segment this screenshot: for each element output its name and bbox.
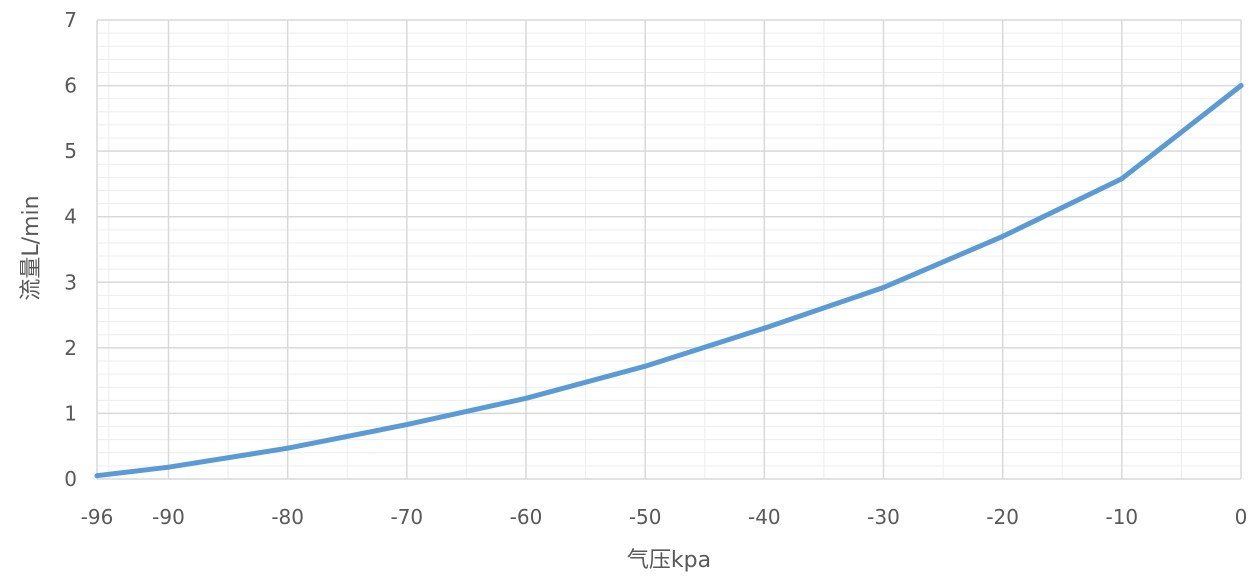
data-point [1000,233,1006,239]
data-point [1119,176,1125,182]
x-tick-label: -80 [271,505,304,529]
data-point [1238,83,1244,89]
x-tick-label: -96 [81,505,114,529]
x-axis-title: 气压kpa [627,548,711,573]
x-tick-label: -40 [748,505,781,529]
y-tick-label: 1 [64,401,77,425]
minor-gridlines [97,20,1241,479]
data-point [404,422,410,428]
y-tick-label: 7 [64,8,77,32]
x-tick-label: -60 [510,505,543,529]
y-tick-label: 3 [64,270,77,294]
y-tick-label: 6 [64,74,77,98]
y-tick-label: 0 [64,467,77,491]
x-tick-label: -10 [1105,505,1138,529]
data-point [94,473,100,479]
x-tick-label: -90 [152,505,185,529]
x-tick-label: -50 [629,505,662,529]
data-point [285,445,291,451]
y-tick-label: 4 [64,205,77,229]
data-point [166,464,171,470]
data-point [881,285,886,291]
y-tick-label: 5 [64,139,77,163]
y-tick-label: 2 [64,336,77,360]
y-axis-title: 流量L/min [19,195,44,300]
x-tick-label: 0 [1235,505,1248,529]
x-tick-label: -20 [986,505,1019,529]
series-layer [94,83,1244,479]
data-point [523,395,529,401]
major-gridlines [96,19,1242,480]
y-axis-ticks: 0 1 2 3 4 5 6 7 [64,8,77,491]
x-tick-label: -30 [867,505,900,529]
data-point [761,325,767,331]
x-tick-label: -70 [390,505,423,529]
data-point [642,363,648,369]
x-axis-ticks: -96 -90 -80 -70 -60 -50 -40 -30 -20 -10 0 [81,505,1248,529]
series-line [94,83,1244,479]
